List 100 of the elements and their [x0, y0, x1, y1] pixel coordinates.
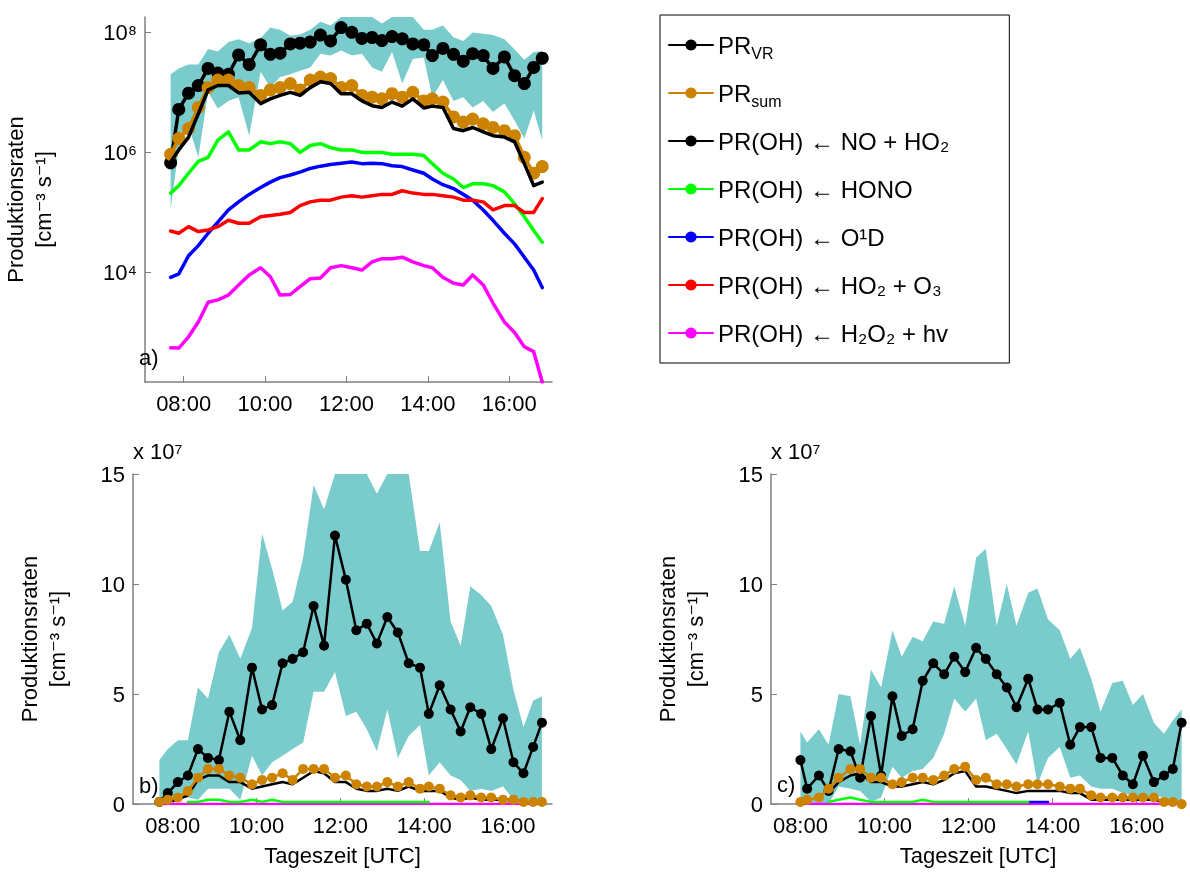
point: [308, 763, 319, 774]
point: [1086, 790, 1097, 801]
point: [319, 640, 330, 651]
point: [802, 794, 813, 805]
point: [928, 774, 939, 785]
point: [345, 79, 359, 93]
point: [423, 708, 434, 719]
point: [415, 662, 426, 673]
point: [313, 28, 327, 42]
point: [517, 77, 531, 91]
point: [949, 651, 960, 662]
x-tick-label: 08:00: [156, 390, 212, 416]
y-tick-label: 0: [750, 791, 763, 817]
x-tick-label: 12:00: [312, 812, 368, 838]
point: [1107, 752, 1118, 763]
point: [303, 35, 317, 49]
point: [361, 781, 372, 792]
point: [486, 792, 497, 803]
point: [162, 794, 173, 805]
point: [287, 774, 298, 785]
x-tick-label: 16:00: [480, 812, 536, 838]
y-tick-label: 5: [750, 681, 763, 707]
point: [518, 768, 529, 779]
point: [361, 618, 372, 629]
point: [991, 779, 1002, 790]
point: [535, 51, 549, 65]
point: [813, 792, 824, 803]
point: [528, 741, 539, 752]
point: [213, 755, 224, 766]
point: [267, 772, 278, 783]
point: [392, 781, 403, 792]
point: [455, 792, 466, 803]
point: [385, 87, 399, 101]
x-tick-label: 08:00: [772, 812, 828, 838]
point: [1074, 783, 1085, 794]
point: [1148, 792, 1159, 803]
point: [486, 744, 497, 755]
point: [465, 702, 476, 713]
point: [887, 691, 898, 702]
point: [1032, 704, 1043, 715]
point: [536, 717, 547, 728]
point: [949, 763, 960, 774]
point: [340, 770, 351, 781]
point: [1107, 792, 1118, 803]
point: [425, 49, 439, 63]
point: [345, 25, 359, 39]
x-tick-label: 14:00: [400, 390, 456, 416]
x-tick-label: 16:00: [1109, 812, 1165, 838]
point: [324, 34, 338, 48]
point: [1127, 779, 1138, 790]
point: [447, 47, 461, 61]
point: [425, 92, 439, 106]
point: [971, 774, 982, 785]
point: [866, 711, 877, 722]
text: x 10⁷: [771, 438, 821, 464]
point: [436, 41, 450, 55]
point: [1023, 673, 1034, 684]
y-tick-label: 15: [100, 461, 125, 487]
line-series: [168, 160, 544, 290]
point: [1054, 781, 1065, 792]
point: [382, 612, 393, 623]
point: [247, 779, 257, 790]
point: [896, 777, 907, 788]
point: [980, 772, 991, 783]
point: [497, 50, 511, 64]
y-tick-label: 5: [112, 681, 125, 707]
point: [1042, 704, 1053, 715]
point: [192, 744, 203, 755]
point: [486, 121, 500, 134]
x-tick-label: 08:00: [145, 812, 201, 838]
point: [1167, 796, 1178, 807]
point: [939, 669, 950, 680]
line-series: [168, 255, 544, 384]
point: [1176, 717, 1187, 728]
point: [351, 625, 362, 636]
point: [991, 669, 1002, 680]
point: [907, 772, 918, 783]
point: [528, 796, 539, 807]
point: [298, 647, 309, 658]
point: [224, 706, 235, 717]
point: [928, 658, 939, 669]
point: [406, 37, 420, 51]
point: [182, 770, 193, 781]
point: [254, 38, 268, 52]
point: [423, 781, 434, 792]
point: [273, 46, 287, 60]
point: [960, 761, 971, 772]
point: [1176, 799, 1187, 810]
point: [845, 746, 856, 757]
point: [518, 796, 529, 807]
y-tick-label: 0: [112, 791, 125, 817]
point: [1023, 779, 1034, 790]
point: [182, 785, 193, 796]
point: [887, 779, 898, 790]
x-tick-label: 10:00: [237, 390, 293, 416]
point: [334, 21, 348, 35]
point: [172, 132, 186, 146]
point: [1137, 750, 1148, 761]
point: [445, 704, 456, 715]
x-axis-title: Tageszeit [UTC]: [899, 842, 1057, 868]
